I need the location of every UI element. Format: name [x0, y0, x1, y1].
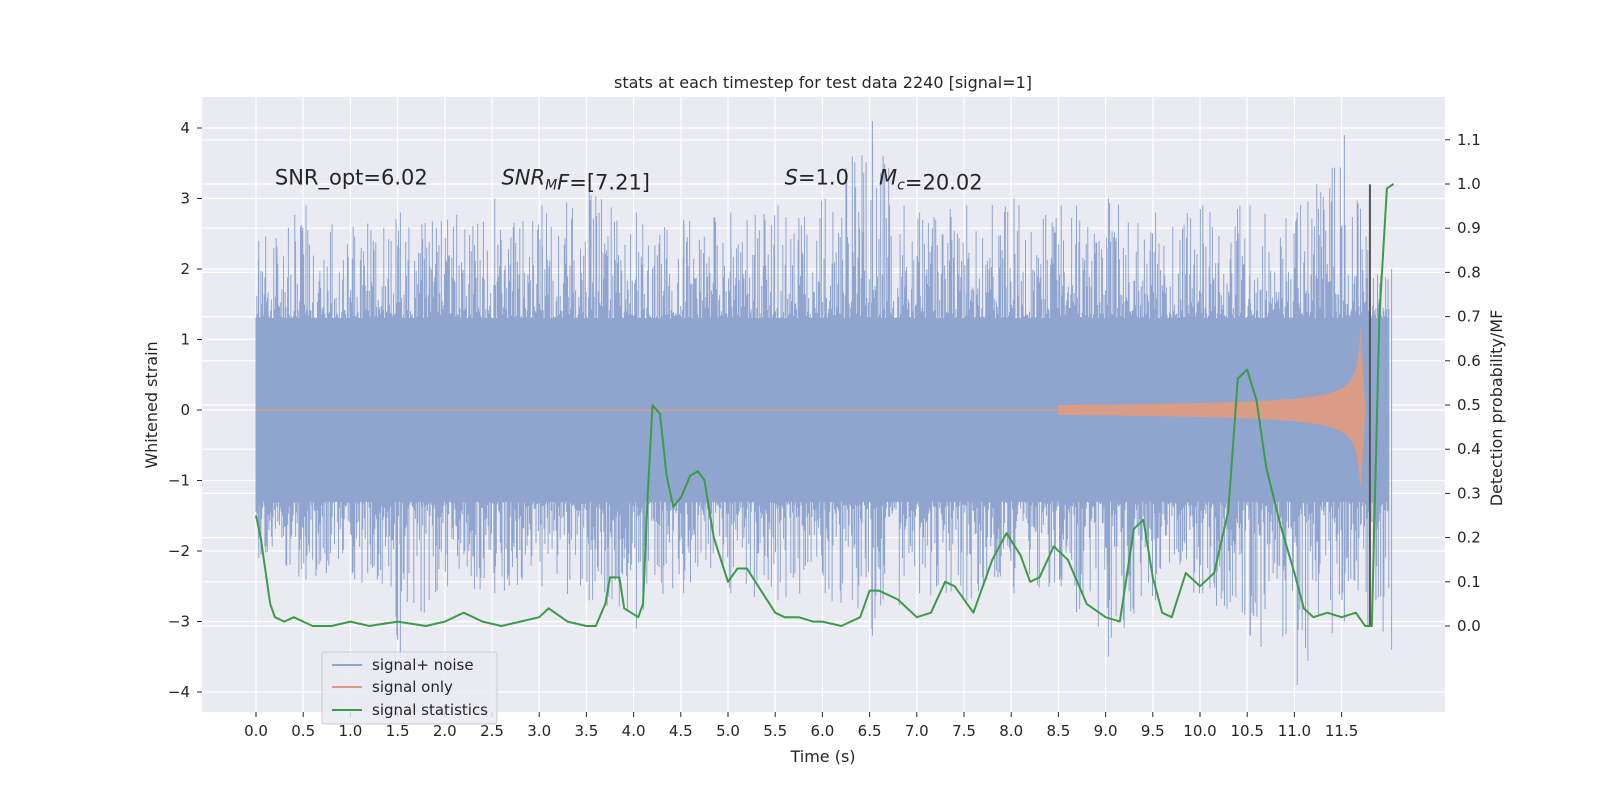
x-tick-label: 3.5 [574, 722, 598, 740]
statistics-line [255, 183, 1395, 627]
y2-tick-label: 1.1 [1457, 131, 1481, 149]
y-tick-label: 4 [180, 119, 190, 137]
y2-tick-label: 0.3 [1457, 484, 1481, 502]
y2-tick-label: 0.8 [1457, 263, 1481, 281]
y2-tick-label: 0.6 [1457, 352, 1481, 370]
x-tick-label: 9.0 [1094, 722, 1118, 740]
annotation-part: F [557, 170, 570, 194]
x-axis-ticks: 0.0 0.5 1.0 1.5 2.0 2.5 3.0 3.5 4.0 4.5 5.0 5.5 6.0 6… [244, 712, 1358, 740]
x-tick-label: 5.5 [763, 722, 787, 740]
x-tick-label: 4.0 [622, 722, 646, 740]
y2-tick-label: 0.2 [1457, 529, 1481, 547]
y-tick-label: 0 [180, 401, 190, 419]
y-axis-label: Whitened strain [142, 341, 161, 468]
x-tick-label: 0.0 [244, 722, 268, 740]
series-signal-statistics [255, 183, 1395, 627]
y2-tick-label: 0.7 [1457, 308, 1481, 326]
annotation-1: SNRMF=[7.21] [501, 165, 650, 194]
signal-chirp [1057, 330, 1366, 487]
y2-tick-label: 0.1 [1457, 573, 1481, 591]
chart-title: stats at each timestep for test data 224… [614, 73, 1032, 92]
x-tick-label: 0.5 [291, 722, 315, 740]
x-tick-label: 7.5 [952, 722, 976, 740]
x-tick-label: 1.5 [386, 722, 410, 740]
legend-label-signal-statistics: signal statistics [372, 701, 488, 719]
x-tick-label: 5.0 [716, 722, 740, 740]
x-tick-label: 6.0 [810, 722, 834, 740]
y-tick-label: 2 [180, 260, 190, 278]
annotation-part: =[7.21] [569, 170, 650, 194]
annotation-3: Mc=20.02 [879, 165, 983, 194]
x-tick-label: 11.5 [1325, 722, 1358, 740]
annotation-part: M [879, 165, 897, 189]
x-tick-label: 3.0 [527, 722, 551, 740]
x-tick-label: 8.0 [999, 722, 1023, 740]
y2-tick-label: 0.5 [1457, 396, 1481, 414]
annotation-part: M [545, 177, 557, 193]
legend-label-signal-plus-noise: signal+ noise [372, 656, 474, 674]
annotation-part: =20.02 [905, 170, 983, 194]
y2-tick-label: 0.0 [1457, 617, 1481, 635]
x-axis-label: Time (s) [789, 747, 855, 766]
x-tick-label: 10.5 [1230, 722, 1263, 740]
x-tick-label: 2.5 [480, 722, 504, 740]
x-tick-label: 4.5 [669, 722, 693, 740]
y2-tick-label: 0.9 [1457, 219, 1481, 237]
annotation-part: =1.0 [798, 165, 849, 189]
y-tick-label: 3 [180, 190, 190, 208]
y2-axis-label: Detection probability/MF [1487, 310, 1506, 507]
annotation-2: S=1.0 [785, 165, 849, 189]
annotation-part: c [897, 177, 905, 193]
legend: signal+ noise signal only signal statist… [321, 651, 498, 725]
y-tick-label: 1 [180, 331, 190, 349]
x-tick-label: 9.5 [1141, 722, 1165, 740]
y-tick-label: −4 [168, 683, 190, 701]
legend-label-signal-only: signal only [372, 678, 453, 696]
y2-axis-ticks: 0.0 0.1 0.2 0.3 0.4 0.5 0.6 0.7 0.8 0.9 1.0 1.1 [1445, 131, 1481, 635]
y-tick-label: −3 [168, 613, 190, 631]
y2-tick-label: 0.4 [1457, 440, 1481, 458]
y-tick-label: −1 [168, 472, 190, 490]
legend-box [321, 651, 498, 725]
x-tick-label: 1.0 [338, 722, 362, 740]
annotations: SNR_opt=6.02 SNRMF=[7.21] S=1.0 Mc=20.02 [275, 165, 983, 194]
annotation-part: SNR_opt=6.02 [275, 165, 428, 190]
y-tick-label: −2 [168, 542, 190, 560]
y-axis-ticks: −4 −3 −2 −1 0 1 2 3 4 [168, 119, 202, 701]
x-tick-label: 2.0 [433, 722, 457, 740]
x-tick-label: 8.5 [1046, 722, 1070, 740]
y2-tick-label: 1.0 [1457, 175, 1481, 193]
annotation-part: SNR [501, 165, 545, 189]
annotation-part: S [785, 165, 798, 189]
x-tick-label: 10.0 [1183, 722, 1216, 740]
x-tick-label: 7.0 [905, 722, 929, 740]
x-tick-label: 6.5 [858, 722, 882, 740]
x-tick-label: 11.0 [1278, 722, 1311, 740]
annotation-0: SNR_opt=6.02 [275, 165, 428, 190]
